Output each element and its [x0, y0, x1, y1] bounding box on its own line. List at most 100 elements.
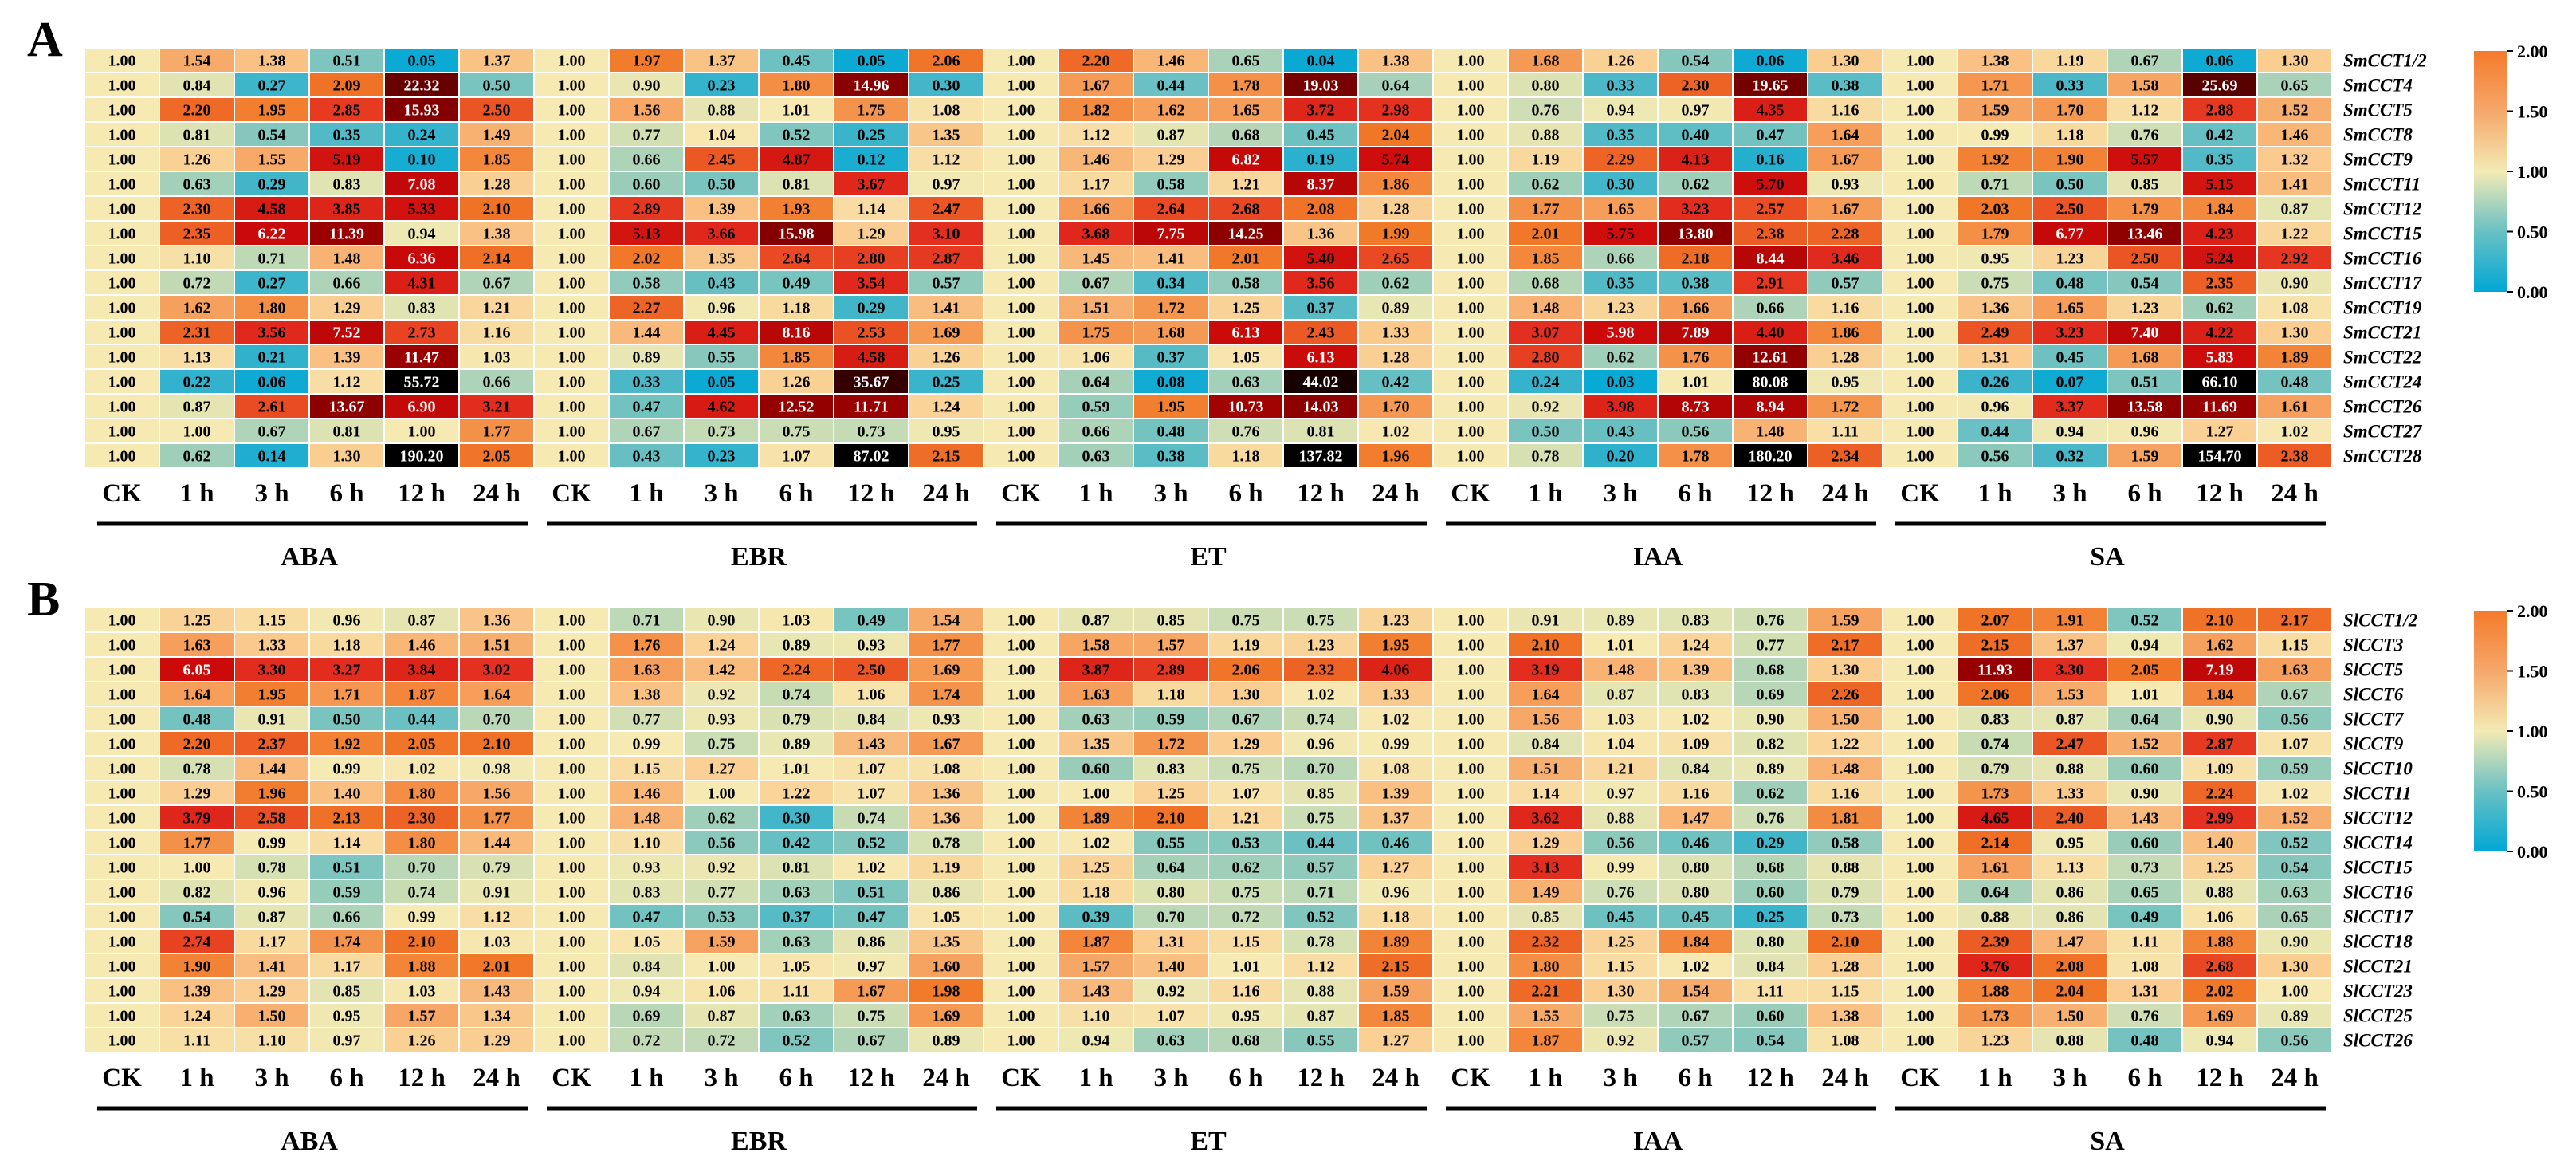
cell-value: 0.42 [783, 835, 811, 852]
cell-value: 3.23 [1682, 201, 1710, 218]
heatmap-cell [2256, 47, 2333, 73]
heatmap-cell [1657, 96, 1734, 123]
cell-value: 0.93 [708, 711, 736, 729]
heatmap-cell [1657, 146, 1734, 172]
cell-value: 1.02 [1382, 711, 1410, 729]
cell-value: 0.76 [1532, 102, 1560, 120]
cell-value: 1.27 [1382, 859, 1410, 877]
cell-value: 1.62 [1157, 102, 1185, 120]
cell-value: 1.00 [1457, 102, 1485, 120]
cell-value: 0.62 [183, 448, 211, 466]
heatmap-cell [159, 269, 235, 296]
cell-value: 1.00 [1007, 810, 1035, 828]
heatmap-cell [2256, 195, 2333, 222]
cell-value: 0.80 [1532, 77, 1560, 95]
timepoint-label: 24 h [1372, 1064, 1420, 1092]
timepoint-label: 12 h [2196, 1064, 2244, 1092]
heatmap-cell [908, 47, 984, 73]
cell-value: 1.00 [558, 226, 586, 243]
heatmap-cell [608, 47, 685, 73]
cell-value: 0.56 [708, 835, 736, 852]
cell-value: 0.89 [633, 349, 661, 367]
cell-value: 1.00 [1007, 423, 1035, 441]
cell-value: 1.43 [1082, 983, 1110, 1001]
heatmap-cell [608, 146, 685, 172]
cell-value: 1.41 [1157, 250, 1185, 268]
cell-value: 1.38 [258, 53, 286, 70]
cell-value: 1.00 [558, 736, 586, 753]
cell-value: 1.00 [1007, 201, 1035, 218]
timepoint-label: 24 h [1372, 479, 1420, 508]
cell-value: 1.48 [1607, 662, 1635, 679]
cell-value: 0.75 [1607, 1008, 1635, 1025]
cell-value: 1.52 [2281, 102, 2309, 120]
cell-value: 0.99 [633, 736, 661, 753]
treatment-label: IAA [1633, 1127, 1683, 1156]
cell-value: 0.62 [708, 810, 736, 828]
cell-value: 0.68 [1757, 859, 1785, 877]
cell-value: 1.59 [1382, 983, 1410, 1001]
cell-value: 1.25 [1082, 859, 1110, 877]
cell-value: 1.63 [1082, 686, 1110, 704]
heatmap-cell [1882, 220, 1958, 246]
heatmap-cell [758, 245, 834, 271]
cell-value: 1.43 [858, 736, 886, 753]
cell-value: 0.75 [1307, 612, 1335, 630]
cell-value: 0.66 [333, 909, 361, 926]
cell-value: 1.07 [1232, 785, 1260, 803]
cell-value: 1.23 [1307, 637, 1335, 655]
cell-value: 2.14 [483, 250, 511, 268]
timepoint-label: 1 h [629, 1064, 663, 1092]
cell-value: 1.24 [708, 637, 736, 655]
cell-value: 1.04 [1607, 736, 1635, 753]
heatmap-cell [2032, 442, 2108, 469]
cell-value: 1.85 [1382, 1008, 1410, 1025]
cell-value: 3.56 [258, 324, 286, 342]
cell-value: 1.16 [1682, 785, 1710, 803]
heatmap-cell [2107, 146, 2183, 172]
heatmap-cell [234, 294, 310, 321]
heatmap-cell [983, 393, 1059, 419]
cell-value: 10.73 [1228, 399, 1264, 416]
cell-value: 0.43 [633, 448, 661, 466]
cell-value: 1.31 [1981, 349, 2009, 367]
cell-value: 2.09 [333, 77, 361, 95]
gene-label: SmCCT22 [2343, 348, 2421, 368]
cell-value: 1.00 [1007, 711, 1035, 729]
cell-value: 0.74 [1307, 711, 1335, 729]
cell-value: 0.78 [258, 859, 286, 877]
cell-value: 1.73 [1981, 785, 2009, 803]
cell-value: 1.65 [2056, 300, 2084, 317]
cell-value: 1.67 [1082, 77, 1110, 95]
cell-value: 1.30 [2281, 324, 2309, 342]
cell-value: 11.71 [854, 399, 889, 416]
cell-value: 0.95 [333, 1008, 361, 1025]
cell-value: 1.01 [783, 761, 811, 778]
heatmap-cell [383, 171, 460, 197]
heatmap-cell [533, 393, 610, 419]
cell-value: 0.75 [1232, 612, 1260, 630]
timepoint-label: 1 h [1078, 1064, 1113, 1092]
cell-value: 1.66 [1082, 201, 1110, 218]
cell-value: 0.87 [1082, 612, 1110, 630]
heatmap-cell [533, 121, 610, 147]
cell-value: 1.12 [483, 909, 511, 926]
cell-value: 1.08 [1832, 1032, 1859, 1050]
cell-value: 1.08 [1382, 761, 1410, 778]
timepoint-label: 6 h [2127, 479, 2162, 508]
cell-value: 1.29 [1232, 736, 1260, 753]
cell-value: 1.00 [558, 612, 586, 630]
cell-value: 0.25 [858, 127, 886, 144]
heatmap-cell [1208, 220, 1284, 246]
cell-value: 0.47 [1757, 127, 1785, 144]
cell-value: 1.68 [1157, 324, 1185, 342]
heatmap-cell [2256, 319, 2333, 345]
cell-value: 3.67 [858, 176, 886, 194]
cell-value: 0.81 [783, 859, 811, 877]
cell-value: 0.87 [2281, 201, 2309, 218]
cell-value: 0.54 [183, 909, 211, 926]
heatmap-cell [2107, 294, 2183, 321]
cell-value: 2.74 [183, 934, 211, 951]
cell-value: 0.99 [408, 909, 436, 926]
cell-value: 1.00 [558, 810, 586, 828]
